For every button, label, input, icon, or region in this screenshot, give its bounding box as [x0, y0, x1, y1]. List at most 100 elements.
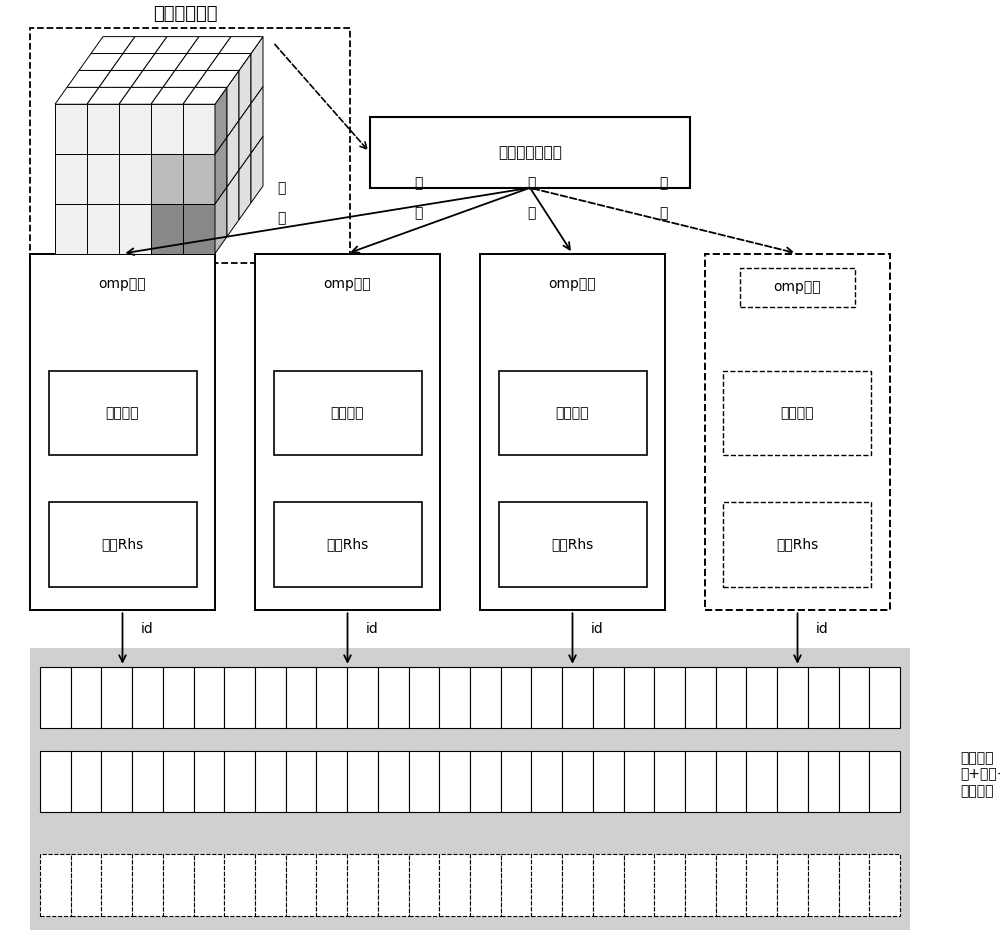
Bar [286, 751, 316, 812]
Text: 近邻搜索: 近邻搜索 [106, 407, 139, 420]
Bar [501, 751, 531, 812]
Bar [501, 667, 531, 728]
Bar [869, 667, 900, 728]
Bar [286, 667, 316, 728]
Bar [470, 667, 501, 728]
Bar [409, 667, 439, 728]
Bar [685, 751, 716, 812]
Bar [439, 751, 470, 812]
Bar [286, 854, 316, 916]
Polygon shape [163, 70, 207, 87]
Bar [316, 751, 347, 812]
Bar [531, 751, 562, 812]
Bar [71, 667, 101, 728]
Bar [624, 667, 654, 728]
Bar [378, 667, 409, 728]
Polygon shape [143, 54, 187, 70]
Bar [808, 751, 839, 812]
Polygon shape [207, 54, 251, 70]
Bar [224, 854, 255, 916]
Bar [163, 854, 194, 916]
Text: 近邻搜索: 近邻搜索 [556, 407, 589, 420]
Bar [723, 502, 871, 587]
Polygon shape [183, 154, 215, 204]
Polygon shape [111, 54, 155, 70]
Polygon shape [215, 187, 227, 254]
Bar [30, 28, 350, 263]
Bar [654, 751, 685, 812]
Polygon shape [251, 37, 263, 103]
Bar [132, 751, 163, 812]
Text: 迭: 迭 [660, 177, 668, 190]
Bar [498, 371, 646, 455]
Polygon shape [227, 70, 239, 137]
Bar [48, 502, 197, 587]
Text: 迭: 迭 [527, 177, 535, 190]
Text: 迭: 迭 [277, 181, 285, 194]
Polygon shape [87, 104, 119, 154]
Bar [654, 854, 685, 916]
Bar [71, 854, 101, 916]
Text: 代: 代 [660, 207, 668, 220]
Text: 插值规模划分: 插值规模划分 [153, 5, 217, 23]
Polygon shape [79, 54, 123, 70]
Bar [255, 254, 440, 610]
Polygon shape [55, 154, 87, 204]
Bar [378, 854, 409, 916]
Bar [716, 751, 746, 812]
Bar [439, 854, 470, 916]
Bar [30, 254, 215, 610]
Bar [480, 254, 665, 610]
Text: omp线程: omp线程 [549, 277, 596, 290]
Polygon shape [55, 87, 99, 104]
Text: id: id [140, 623, 153, 636]
Bar [777, 854, 808, 916]
Bar [40, 751, 71, 812]
Text: omp线程: omp线程 [99, 277, 146, 290]
Text: 构造Rhs: 构造Rhs [101, 538, 144, 551]
Text: omp线程: omp线程 [774, 281, 821, 294]
Bar [194, 854, 224, 916]
Polygon shape [183, 87, 227, 104]
Polygon shape [183, 204, 215, 254]
Bar [746, 751, 777, 812]
Polygon shape [119, 87, 163, 104]
Bar [71, 751, 101, 812]
Polygon shape [155, 37, 199, 54]
Bar [531, 854, 562, 916]
Bar [316, 667, 347, 728]
Polygon shape [227, 120, 239, 187]
Bar [740, 268, 855, 307]
Text: 插值点坐标生成: 插值点坐标生成 [498, 146, 562, 160]
Polygon shape [239, 54, 251, 120]
Polygon shape [227, 170, 239, 237]
Bar [194, 751, 224, 812]
Bar [593, 854, 624, 916]
Bar [777, 751, 808, 812]
Text: 迭: 迭 [415, 177, 423, 190]
Bar [777, 667, 808, 728]
Polygon shape [55, 204, 87, 254]
Polygon shape [99, 70, 143, 87]
Bar [723, 371, 871, 455]
Bar [839, 854, 869, 916]
Polygon shape [239, 153, 251, 220]
Bar [316, 854, 347, 916]
Text: id: id [590, 623, 603, 636]
Text: 构造Rhs: 构造Rhs [326, 538, 369, 551]
Text: 近邻搜索: 近邻搜索 [781, 407, 814, 420]
Polygon shape [183, 104, 215, 154]
Bar [347, 854, 378, 916]
Polygon shape [55, 104, 87, 154]
Bar [163, 667, 194, 728]
Text: id: id [366, 623, 378, 636]
Polygon shape [175, 54, 219, 70]
Text: 构造Rhs: 构造Rhs [551, 538, 594, 551]
Bar [194, 667, 224, 728]
Text: 代: 代 [527, 207, 535, 220]
Bar [501, 854, 531, 916]
Bar [624, 854, 654, 916]
Bar [30, 648, 910, 930]
Bar [498, 502, 646, 587]
Bar [409, 751, 439, 812]
